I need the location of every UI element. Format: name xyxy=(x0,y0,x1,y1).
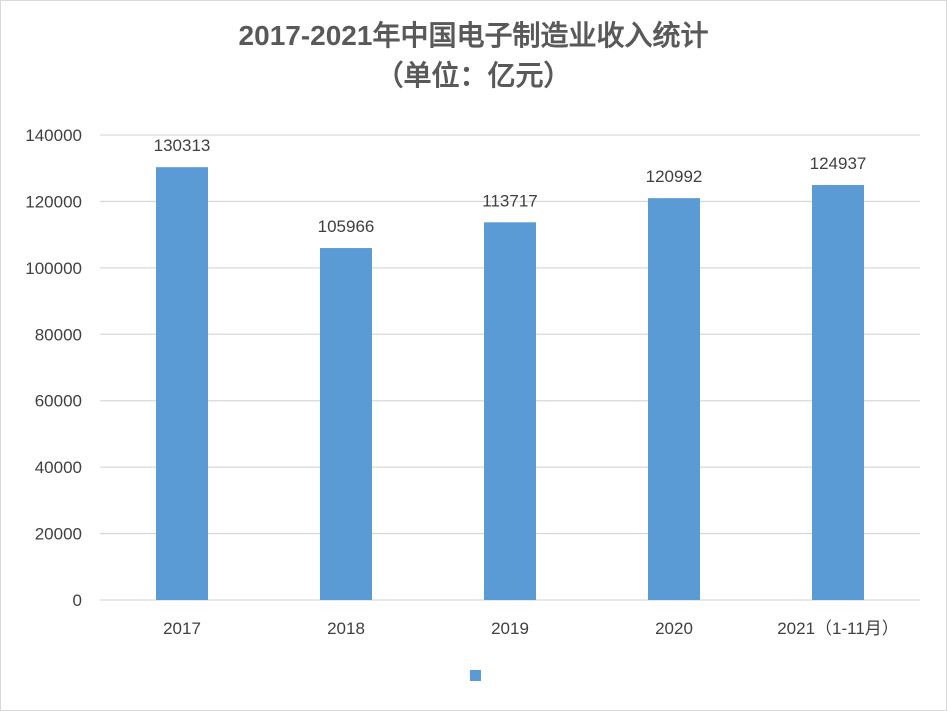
chart-subtitle: （单位：亿元） xyxy=(375,60,572,91)
legend-swatch xyxy=(470,670,481,681)
x-tick-label: 2017 xyxy=(163,619,201,638)
data-label: 113717 xyxy=(482,191,537,210)
data-label: 105966 xyxy=(318,217,375,236)
data-label: 120992 xyxy=(646,167,703,186)
x-tick-label: 2019 xyxy=(491,619,529,638)
bar xyxy=(484,222,536,600)
bar xyxy=(648,198,700,600)
y-tick-label: 100000 xyxy=(25,259,82,278)
y-tick-label: 20000 xyxy=(35,525,82,544)
data-label: 124937 xyxy=(810,154,867,173)
y-tick-label: 80000 xyxy=(35,325,82,344)
y-tick-label: 140000 xyxy=(25,126,82,145)
y-tick-label: 40000 xyxy=(35,458,82,477)
x-tick-label: 2018 xyxy=(327,619,365,638)
y-tick-label: 0 xyxy=(73,591,82,610)
bar xyxy=(812,185,864,600)
y-tick-label: 60000 xyxy=(35,392,82,411)
bar xyxy=(156,167,208,600)
chart-title: 2017-2021年中国电子制造业收入统计 xyxy=(238,20,709,51)
bar xyxy=(320,248,372,600)
y-tick-label: 120000 xyxy=(25,192,82,211)
data-label: 130313 xyxy=(154,136,211,155)
x-tick-label: 2020 xyxy=(655,619,693,638)
x-tick-label: 2021（1-11月） xyxy=(777,619,899,638)
